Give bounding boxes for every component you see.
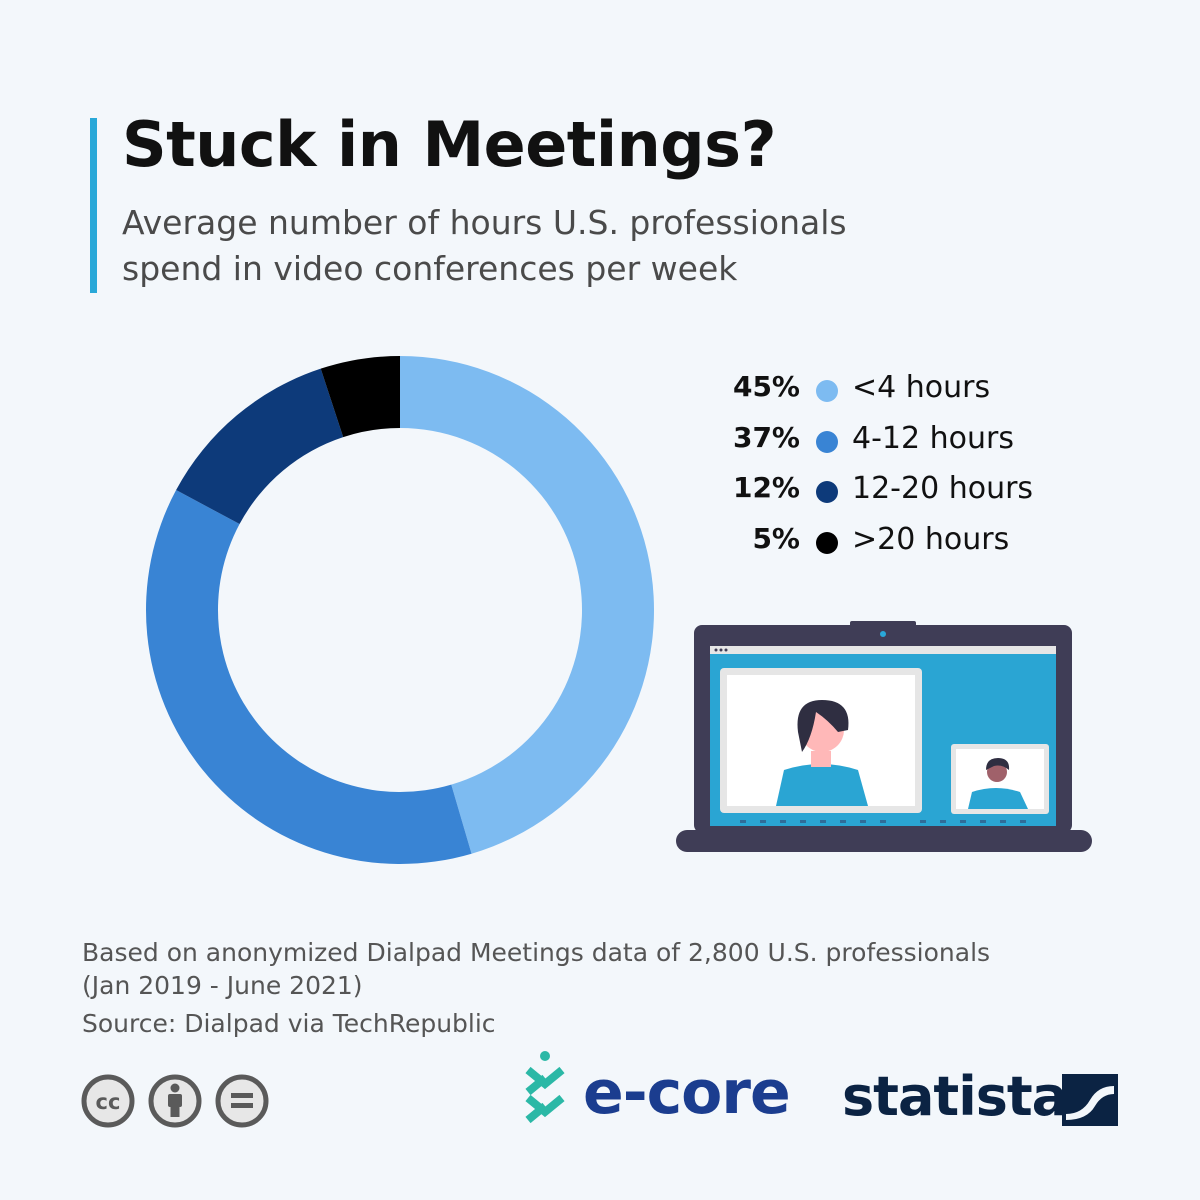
footnote: Based on anonymized Dialpad Meetings dat… [82, 938, 991, 1000]
donut-chart [145, 356, 654, 864]
legend-swatch [816, 430, 838, 453]
legend-item: 12% 12-20 hours [700, 467, 1100, 518]
chart-legend: 45% <4 hours 37% 4-12 hours 12% 12-20 ho… [700, 366, 1100, 568]
legend-percent: 45% [732, 370, 800, 403]
legend-label: >20 hours [852, 521, 1010, 557]
svg-text:cc: cc [96, 1090, 121, 1114]
legend-swatch [816, 481, 838, 503]
legend-label: <4 hours [852, 370, 991, 405]
donut-slice [145, 490, 472, 864]
donut-slice [400, 356, 654, 854]
license-icons: cc [81, 1074, 269, 1128]
legend-item: 37% 4-12 hours [700, 417, 1100, 468]
chart-title: Stuck in Meetings? [122, 108, 777, 181]
legend-label: 4-12 hours [852, 420, 1014, 456]
legend-swatch [816, 531, 838, 554]
no-derivatives-icon [215, 1074, 269, 1128]
legend-label: 12-20 hours [852, 471, 1034, 506]
legend-item: 45% <4 hours [700, 366, 1100, 417]
creative-commons-icon: cc [81, 1074, 135, 1128]
laptop-video-call-illustration [676, 621, 1092, 852]
chart-subtitle: Average number of hours U.S. professiona… [122, 203, 847, 288]
donut-slice [176, 368, 344, 525]
legend-percent: 37% [732, 420, 800, 454]
title-accent-bar [90, 118, 97, 293]
donut-slice [320, 356, 400, 438]
statista-logo-mark [1062, 1074, 1118, 1126]
legend-swatch [816, 380, 838, 402]
attribution-icon [148, 1074, 202, 1128]
legend-item: 5% >20 hours [700, 518, 1100, 569]
legend-percent: 12% [732, 471, 800, 504]
ecore-logo-mark [525, 1051, 565, 1124]
statista-logo-text: statista [842, 1065, 1068, 1128]
source-note: Source: Dialpad via TechRepublic [82, 1009, 496, 1038]
ecore-logo-text: e-core [583, 1058, 791, 1128]
legend-percent: 5% [752, 521, 800, 555]
